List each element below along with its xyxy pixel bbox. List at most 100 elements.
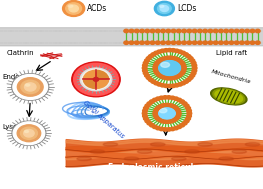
Circle shape	[160, 58, 164, 61]
Circle shape	[174, 107, 179, 110]
Circle shape	[174, 49, 179, 53]
Circle shape	[184, 53, 188, 56]
Circle shape	[142, 112, 147, 115]
Circle shape	[224, 41, 229, 44]
Circle shape	[148, 78, 153, 81]
Ellipse shape	[68, 5, 73, 7]
Circle shape	[255, 29, 260, 33]
Circle shape	[192, 41, 197, 44]
Circle shape	[178, 83, 182, 86]
Circle shape	[153, 67, 157, 70]
Circle shape	[154, 51, 159, 55]
Ellipse shape	[219, 157, 234, 161]
Circle shape	[155, 61, 160, 64]
Circle shape	[160, 5, 169, 12]
Circle shape	[160, 49, 165, 53]
Text: Clathrin: Clathrin	[7, 50, 34, 56]
Circle shape	[159, 96, 164, 100]
Circle shape	[245, 29, 250, 33]
Circle shape	[143, 61, 148, 65]
Circle shape	[69, 5, 78, 12]
Circle shape	[21, 80, 39, 94]
Circle shape	[170, 77, 174, 80]
Circle shape	[164, 84, 168, 88]
Circle shape	[143, 114, 147, 118]
Circle shape	[171, 49, 176, 52]
Ellipse shape	[245, 143, 260, 146]
Circle shape	[168, 77, 172, 80]
Circle shape	[66, 3, 82, 14]
Circle shape	[191, 71, 196, 75]
Circle shape	[187, 41, 192, 44]
Circle shape	[164, 120, 168, 123]
Circle shape	[229, 29, 234, 33]
Circle shape	[192, 29, 197, 33]
Circle shape	[150, 29, 155, 33]
Circle shape	[174, 57, 178, 60]
Circle shape	[179, 60, 183, 63]
Circle shape	[154, 64, 158, 67]
FancyBboxPatch shape	[0, 28, 263, 46]
Circle shape	[12, 74, 49, 100]
Circle shape	[224, 29, 229, 33]
Circle shape	[149, 100, 154, 103]
Circle shape	[154, 104, 180, 123]
Circle shape	[184, 119, 189, 123]
Circle shape	[174, 97, 178, 100]
Circle shape	[176, 115, 180, 118]
Circle shape	[198, 29, 202, 33]
Circle shape	[156, 97, 160, 100]
Circle shape	[145, 104, 150, 108]
Circle shape	[208, 29, 213, 33]
Circle shape	[186, 106, 190, 110]
Ellipse shape	[213, 89, 245, 104]
Circle shape	[134, 29, 139, 33]
Circle shape	[208, 41, 213, 44]
Circle shape	[153, 65, 158, 68]
Circle shape	[161, 57, 166, 60]
Circle shape	[163, 128, 168, 131]
Circle shape	[186, 117, 190, 120]
Circle shape	[188, 76, 193, 79]
Circle shape	[155, 107, 160, 110]
Circle shape	[182, 41, 186, 44]
Circle shape	[170, 96, 175, 100]
Circle shape	[250, 29, 255, 33]
Circle shape	[171, 77, 176, 80]
Text: Golgi apparatus: Golgi apparatus	[82, 99, 125, 139]
Circle shape	[155, 41, 160, 44]
Circle shape	[147, 102, 152, 105]
Circle shape	[157, 83, 162, 86]
Ellipse shape	[25, 84, 30, 86]
Circle shape	[176, 111, 181, 114]
Circle shape	[240, 41, 244, 44]
Circle shape	[182, 102, 187, 105]
Circle shape	[144, 117, 148, 120]
Circle shape	[181, 64, 186, 67]
Circle shape	[166, 120, 170, 123]
Circle shape	[171, 105, 176, 108]
Circle shape	[153, 113, 158, 116]
Circle shape	[158, 119, 163, 122]
Circle shape	[154, 62, 159, 65]
Circle shape	[173, 118, 177, 121]
Circle shape	[190, 74, 195, 77]
Circle shape	[174, 117, 179, 120]
Circle shape	[150, 41, 155, 44]
Text: Lysosome: Lysosome	[3, 124, 37, 130]
Circle shape	[143, 69, 147, 72]
Circle shape	[154, 109, 158, 112]
Circle shape	[171, 57, 176, 60]
Circle shape	[154, 71, 159, 74]
Circle shape	[140, 41, 144, 44]
Circle shape	[198, 41, 202, 44]
Text: ACDs: ACDs	[87, 4, 108, 13]
Circle shape	[146, 57, 151, 60]
Circle shape	[187, 29, 192, 33]
Circle shape	[170, 120, 174, 123]
Circle shape	[166, 96, 171, 99]
Circle shape	[155, 72, 160, 75]
Circle shape	[160, 120, 164, 123]
Circle shape	[160, 84, 165, 87]
Circle shape	[181, 69, 186, 72]
